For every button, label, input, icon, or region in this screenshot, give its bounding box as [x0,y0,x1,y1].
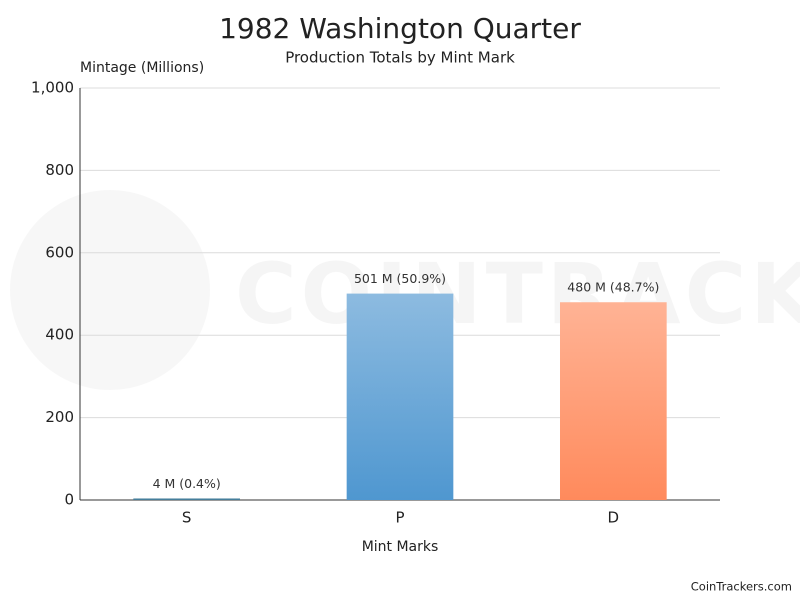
data-label: 4 M (0.4%) [153,476,221,491]
watermark: COINTRACKERS [235,245,800,343]
y-tick-label: 0 [64,491,74,509]
bar [346,293,454,500]
data-label: 501 M (50.9%) [354,271,446,286]
x-axis-label: Mint Marks [362,539,439,555]
y-tick-label: 200 [45,408,74,426]
watermark-logo [10,190,210,390]
data-label: 480 M (48.7%) [567,280,659,295]
y-tick-label: 600 [45,243,74,261]
x-tick-label: S [182,509,192,527]
bar [133,498,240,500]
x-tick-label: D [608,509,620,527]
chart-subtitle: Production Totals by Mint Mark [285,49,515,67]
y-tick-label: 800 [45,161,74,179]
chart-title: 1982 Washington Quarter [219,12,581,45]
bar [560,302,667,500]
y-axis-label: Mintage (Millions) [80,60,204,76]
y-tick-label: 1,000 [31,79,74,97]
y-tick-label: 400 [45,326,74,344]
credit: CoinTrackers.com [691,580,792,594]
x-tick-label: P [395,509,404,527]
